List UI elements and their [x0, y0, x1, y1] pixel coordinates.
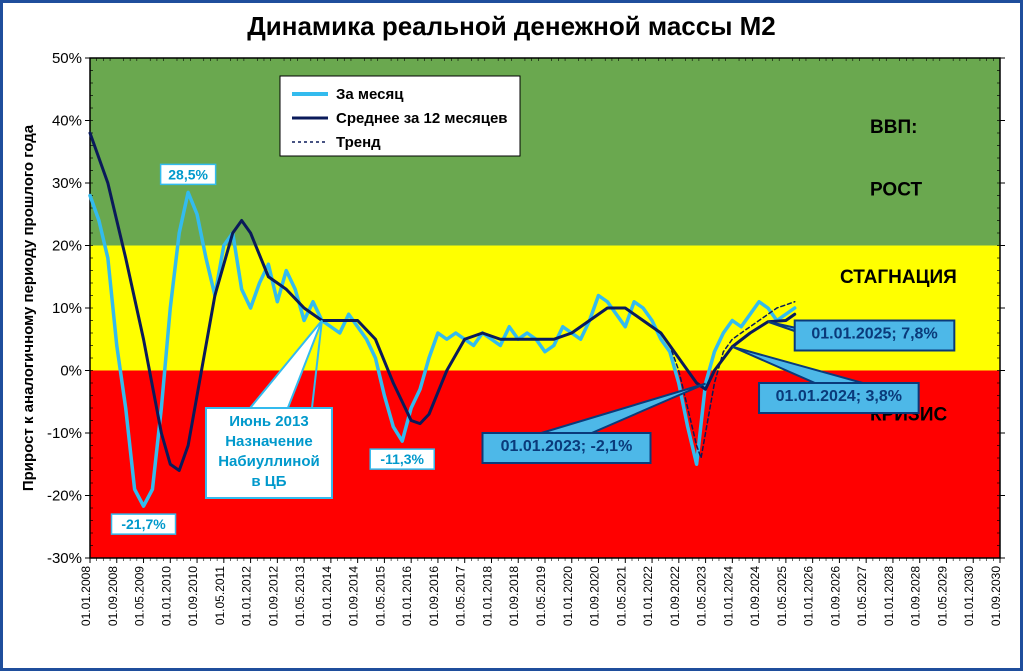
- x-tick-label: 01.09.2018: [507, 566, 521, 626]
- x-tick-label: 01.01.2030: [962, 566, 976, 626]
- x-tick-label: 01.09.2010: [186, 566, 200, 626]
- x-tick-label: 01.09.2014: [347, 566, 361, 626]
- x-tick-label: 01.05.2027: [855, 566, 869, 626]
- y-tick-label: -30%: [47, 550, 82, 567]
- chart-svg: -30% -20% -10% 0% 10% 20% 30% 40% 50% 01.01.2008 0…: [15, 48, 1010, 648]
- callout-text: 01.01.2025; 7,8%: [811, 326, 937, 343]
- x-tick-label: 01.09.2008: [106, 566, 120, 626]
- x-tick-label: 01.01.2026: [802, 566, 816, 626]
- y-axis-title: Прирост к аналогичному периоду прошлого …: [20, 124, 37, 491]
- callout-text: Назначение: [225, 433, 313, 450]
- x-tick-label: 01.05.2025: [775, 566, 789, 626]
- x-tick-label: 01.09.2026: [828, 566, 842, 626]
- x-tick-label: 01.09.2024: [748, 566, 762, 626]
- zone-label-growth: РОСТ: [870, 180, 922, 201]
- y-tick-label: -20%: [47, 488, 82, 505]
- x-tick-label: 01.05.2013: [293, 566, 307, 626]
- x-tick-label: 01.09.2016: [427, 566, 441, 626]
- y-tick-label: 20%: [52, 238, 82, 255]
- x-tick-label: 01.09.2022: [668, 566, 682, 626]
- legend-item-label: Среднее за 12 месяцев: [336, 110, 508, 127]
- y-tick-label: 10%: [52, 300, 82, 317]
- callout-text: 01.01.2024; 3,8%: [776, 388, 902, 405]
- point-label: 28,5%: [168, 166, 208, 182]
- callout-text: Июнь 2013: [229, 413, 308, 430]
- chart-title: Динамика реальной денежной массы М2: [15, 11, 1008, 42]
- callout-text: 01.01.2023; -2,1%: [501, 438, 633, 455]
- y-tick-label: 50%: [52, 50, 82, 67]
- callout-text: в ЦБ: [251, 473, 286, 490]
- x-tick-label: 01.01.2016: [400, 566, 414, 626]
- y-tick-label: 30%: [52, 175, 82, 192]
- zone-header: ВВП:: [870, 117, 917, 138]
- chart-area: -30% -20% -10% 0% 10% 20% 30% 40% 50% 01.01.2008 0…: [15, 48, 1008, 648]
- x-tick-label: 01.01.2014: [320, 566, 334, 626]
- y-tick-label: 0%: [60, 363, 82, 380]
- zone-label-stag: СТАГНАЦИЯ: [840, 267, 957, 288]
- x-tick-label: 01.05.2009: [133, 566, 147, 626]
- x-tick-label: 01.01.2012: [240, 566, 254, 626]
- x-tick-label: 01.05.2011: [213, 566, 227, 625]
- x-tick-label: 01.01.2018: [480, 566, 494, 626]
- x-tick-label: 01.05.2029: [935, 566, 949, 626]
- y-tick-label: -10%: [47, 425, 82, 442]
- x-tick-label: 01.05.2021: [614, 566, 628, 626]
- legend-item-label: Тренд: [336, 134, 381, 151]
- x-tick-label: 01.05.2019: [534, 566, 548, 626]
- callout-text: Набиуллиной: [218, 453, 320, 470]
- legend-item-label: За месяц: [336, 86, 404, 103]
- x-tick-label: 01.01.2024: [721, 566, 735, 626]
- x-tick-label: 01.09.2020: [588, 566, 602, 626]
- x-tick-label: 01.01.2008: [79, 566, 93, 626]
- x-tick-label: 01.01.2010: [159, 566, 173, 626]
- x-tick-label: 01.01.2028: [882, 566, 896, 626]
- y-tick-label: 40%: [52, 113, 82, 130]
- x-tick-label: 01.05.2017: [454, 566, 468, 626]
- x-tick-label: 01.09.2030: [989, 566, 1003, 626]
- x-tick-label: 01.05.2023: [695, 566, 709, 626]
- x-tick-label: 01.09.2028: [909, 566, 923, 626]
- point-label: -21,7%: [121, 516, 166, 532]
- chart-frame: Динамика реальной денежной массы М2 -30%…: [0, 0, 1023, 671]
- x-tick-label: 01.09.2012: [266, 566, 280, 626]
- x-tick-label: 01.05.2015: [373, 566, 387, 626]
- x-tick-label: 01.01.2020: [561, 566, 575, 626]
- zone-band: [90, 58, 1000, 246]
- point-label: -11,3%: [380, 451, 424, 467]
- x-tick-label: 01.01.2022: [641, 566, 655, 626]
